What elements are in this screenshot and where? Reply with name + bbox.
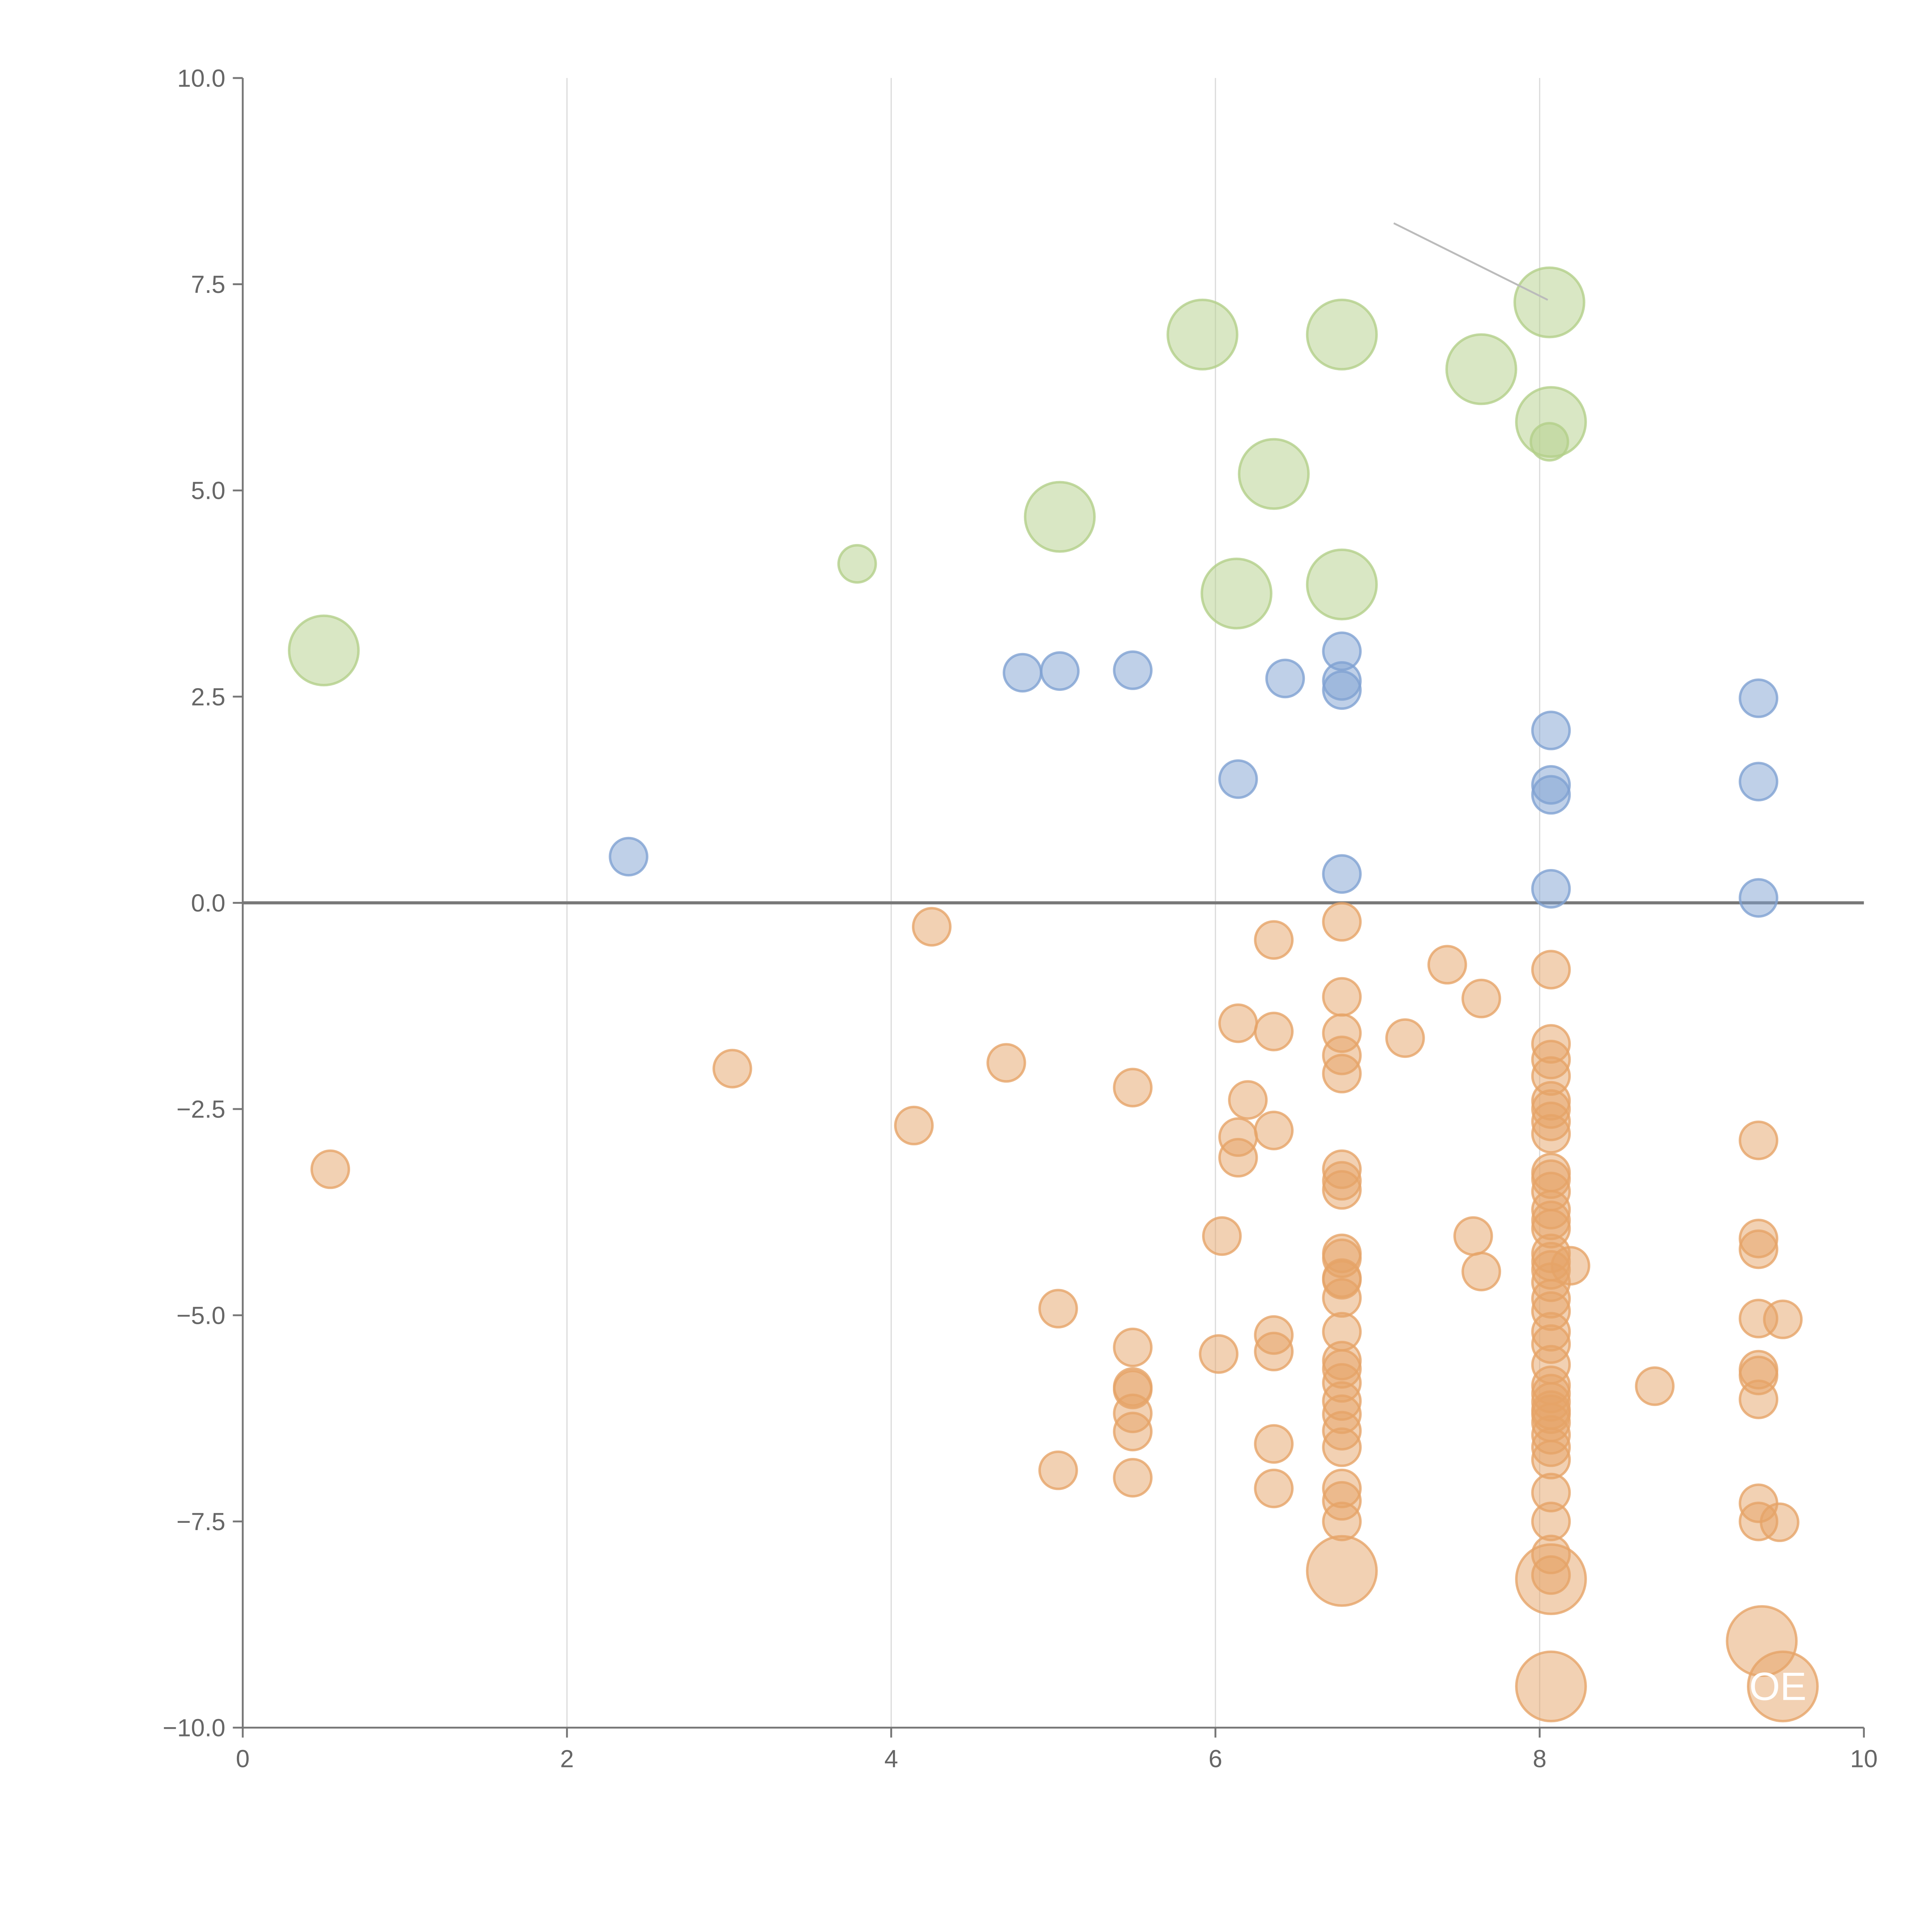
data-point-orange (1531, 1502, 1571, 1541)
data-point-orange (1113, 1068, 1153, 1107)
data-point-orange (1199, 1334, 1239, 1374)
data-point-orange (1551, 1246, 1590, 1286)
data-point-green (1529, 422, 1570, 462)
data-point-orange (1322, 902, 1362, 942)
data-point-blue (1738, 878, 1779, 918)
data-point-orange (1228, 1080, 1268, 1120)
data-point-blue (1113, 650, 1153, 690)
y-tick-label: 10.0 (177, 64, 226, 92)
data-point-orange (1385, 1018, 1425, 1058)
y-tick-label: −7.5 (177, 1508, 226, 1536)
data-point-blue (1322, 854, 1362, 894)
x-tick-label: 4 (884, 1745, 898, 1773)
data-point-green (288, 614, 360, 687)
data-point-orange (1322, 1502, 1362, 1541)
data-point-green (837, 544, 877, 584)
leader-line (1393, 222, 1548, 301)
data-point-orange (1218, 1003, 1258, 1043)
data-point-blue (1265, 658, 1305, 699)
data-point-orange (1738, 1229, 1779, 1269)
data-point-orange (1218, 1138, 1258, 1178)
data-point-blue (1531, 711, 1571, 750)
data-point-orange (1306, 1535, 1378, 1607)
data-point-blue (1738, 762, 1779, 802)
y-tick-label: −5.0 (177, 1301, 226, 1329)
data-point-orange (1322, 1278, 1362, 1318)
data-point-orange (1461, 1252, 1501, 1291)
annotations: OE (1393, 222, 1806, 1709)
data-point-orange (1747, 1650, 1819, 1723)
data-point-orange (1113, 1412, 1153, 1452)
data-point-green (1166, 298, 1238, 371)
data-points (288, 266, 1819, 1723)
data-point-orange (1254, 920, 1294, 960)
point-label: OE (1749, 1664, 1806, 1709)
y-tick-label: 5.0 (191, 477, 225, 505)
y-tick-label: 7.5 (191, 270, 225, 298)
data-point-orange (1515, 1650, 1587, 1723)
data-point-orange (1763, 1299, 1803, 1339)
data-point-green (1306, 548, 1378, 621)
data-point-orange (1738, 1121, 1779, 1160)
data-point-orange (1322, 1427, 1362, 1467)
axes: 0 2 4 6 8 10 10.0 7.5 5.0 2.5 0.0 −2.5 −5.0 −7.5 −10.0 (163, 64, 1878, 1772)
x-tick-label: 2 (560, 1745, 574, 1773)
data-point-orange (1453, 1216, 1493, 1256)
data-point-orange (1760, 1502, 1799, 1542)
y-tick-label: −2.5 (177, 1095, 226, 1123)
x-tick-label: 8 (1533, 1745, 1547, 1773)
data-point-orange (1531, 950, 1571, 990)
data-point-orange (1427, 945, 1467, 985)
x-tick-label: 6 (1209, 1745, 1223, 1773)
data-point-blue (1531, 775, 1571, 815)
data-point-blue (609, 837, 649, 877)
data-point-orange (1202, 1216, 1242, 1256)
data-point-orange (894, 1105, 934, 1146)
y-tick-label: 0.0 (191, 889, 225, 917)
data-point-orange (1738, 1379, 1779, 1419)
data-point-orange (1254, 1012, 1294, 1051)
data-point-orange (310, 1149, 350, 1189)
data-point-green (1024, 481, 1096, 553)
data-point-green (1238, 438, 1310, 510)
y-tick-label: −10.0 (163, 1714, 225, 1742)
data-point-green (1201, 558, 1273, 630)
data-point-orange (1635, 1366, 1675, 1406)
data-point-orange (1515, 1543, 1587, 1615)
data-point-orange (1531, 1440, 1571, 1480)
data-point-orange (1254, 1468, 1294, 1509)
data-point-orange (1038, 1289, 1078, 1329)
data-point-green (1513, 266, 1585, 338)
data-point-orange (1322, 1170, 1362, 1210)
data-point-orange (912, 907, 952, 947)
y-tick-label: 2.5 (191, 683, 225, 711)
data-point-blue (1002, 653, 1043, 693)
data-point-orange (712, 1049, 752, 1088)
data-point-blue (1218, 759, 1258, 799)
data-point-blue (1531, 869, 1571, 909)
data-point-orange (1461, 978, 1501, 1019)
x-tick-label: 10 (1850, 1745, 1878, 1773)
x-tick-label: 0 (236, 1745, 250, 1773)
data-point-green (1445, 333, 1517, 405)
data-point-orange (1254, 1111, 1294, 1150)
data-point-orange (1113, 1327, 1153, 1367)
data-point-blue (1738, 678, 1779, 718)
data-point-blue (1040, 651, 1080, 691)
data-point-blue (1322, 670, 1362, 710)
data-point-orange (1254, 1424, 1294, 1464)
data-point-orange (1038, 1450, 1078, 1490)
data-point-orange (1113, 1458, 1153, 1498)
data-point-green (1306, 298, 1378, 371)
data-point-orange (1322, 977, 1362, 1017)
data-point-orange (1322, 1054, 1362, 1094)
data-point-orange (1531, 1114, 1571, 1154)
data-point-orange (986, 1043, 1026, 1083)
data-point-orange (1254, 1332, 1294, 1372)
